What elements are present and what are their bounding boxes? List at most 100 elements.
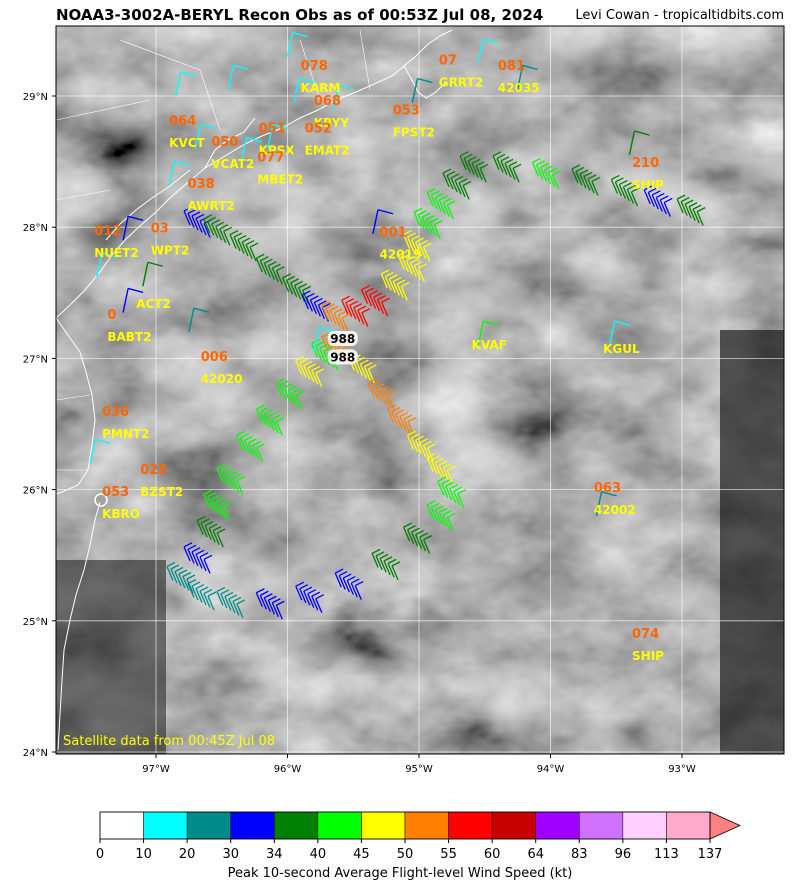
track-wind-barb (392, 281, 400, 296)
track-wind-barb-flag (333, 308, 343, 314)
station-value: 210 (632, 156, 659, 171)
track-wind-barb-flag (643, 185, 653, 191)
track-wind-barb-flag (431, 455, 440, 461)
track-wind-barb (186, 578, 194, 594)
track-wind-barb (215, 226, 223, 241)
station-id: KPSX (259, 144, 296, 158)
track-wind-barb-flag (322, 302, 331, 308)
station-wind-barb (477, 321, 484, 346)
track-wind-barb-flag (441, 479, 451, 485)
track-wind-barb (403, 234, 411, 249)
track-wind-barb (207, 595, 215, 611)
track-wind-barb (329, 310, 337, 325)
track-wind-barb-flag (195, 213, 205, 220)
track-wind-barb-flag (439, 507, 448, 513)
track-wind-barb-flag (245, 239, 255, 246)
track-wind-barb-flag (410, 258, 419, 264)
track-wind-barb-flag (268, 411, 277, 418)
track-wind-barb (479, 168, 487, 183)
station-id: KBYY (314, 116, 349, 130)
station-id: BZST2 (140, 485, 183, 499)
track-wind-barb-flag (356, 356, 365, 363)
track-wind-barb-flag (544, 165, 553, 171)
track-wind-barb-flag (249, 242, 259, 248)
track-wind-barb-flag (611, 174, 620, 181)
track-wind-barb (438, 512, 446, 527)
station-wind-barb-flag (272, 123, 288, 130)
track-wind-barb-flag (413, 207, 423, 213)
colorbar-tick-label: 83 (571, 847, 588, 862)
barrier-island (105, 169, 191, 241)
track-wind-barb (457, 493, 465, 508)
track-wind-barb (166, 566, 174, 581)
track-wind-barb (610, 179, 618, 194)
track-wind-barb-flag (684, 199, 694, 205)
track-wind-barb (388, 278, 396, 294)
track-wind-barb-flag (437, 476, 447, 482)
station-id: ACT2 (136, 297, 171, 311)
colorbar-swatch (622, 811, 667, 840)
track-wind-barb-flag (315, 341, 324, 347)
track-wind-barb (301, 294, 309, 310)
station-id: WPT2 (151, 243, 190, 257)
track-wind-barb-flag (219, 224, 229, 230)
track-wind-barb (411, 239, 419, 254)
track-wind-barb-flag (508, 161, 518, 167)
track-wind-barb-flag (647, 187, 657, 194)
track-wind-barb (295, 395, 303, 410)
colorbar-tick-label: 10 (135, 847, 152, 862)
track-wind-barb-flag (659, 195, 669, 201)
station-value: 064 (169, 114, 196, 129)
track-wind-barb (401, 257, 409, 273)
track-wind-barb-flag (264, 258, 273, 264)
track-wind-barb (391, 565, 399, 581)
track-wind-barb (453, 490, 461, 506)
track-wind-barb (237, 239, 245, 254)
track-wind-barb (199, 220, 207, 236)
track-wind-barb (263, 597, 271, 612)
track-wind-barb (395, 413, 403, 429)
track-wind-barb (307, 593, 315, 608)
track-wind-barb-flag (457, 489, 467, 495)
track-wind-barb-flag (282, 273, 291, 279)
track-wind-barb (187, 213, 195, 228)
track-wind-barb-flag (203, 588, 213, 595)
track-wind-barb-flag (467, 156, 477, 162)
track-wind-barb (415, 534, 423, 549)
track-wind-barb-flag (449, 484, 459, 490)
track-wind-barb-flag (212, 525, 222, 532)
track-wind-barb (423, 539, 431, 554)
station-id: KARM (301, 81, 341, 95)
track-wind-barb (224, 596, 232, 611)
track-wind-barb-flag (443, 463, 452, 469)
colorbar-swatch (448, 811, 493, 840)
track-wind-barb-flag (187, 208, 197, 215)
track-wind-barb (204, 525, 212, 540)
track-wind-barb (263, 262, 271, 278)
station-wind-barb-flag (127, 215, 144, 221)
track-wind-barb (337, 315, 345, 330)
track-wind-barb-flag (224, 468, 234, 474)
track-wind-barb (647, 192, 655, 207)
station-id: EMAT2 (305, 144, 350, 158)
track-wind-barb (294, 285, 302, 300)
track-wind-barb (203, 223, 211, 238)
track-wind-barb (396, 283, 404, 299)
track-wind-barb-flag (369, 290, 378, 296)
station-id: 42035 (498, 81, 540, 95)
track-wind-barb-flag (187, 544, 197, 550)
station-value: 036 (102, 405, 129, 420)
track-wind-barb-flag (619, 179, 628, 186)
station-wind-barb (188, 308, 195, 333)
track-wind-barb (299, 362, 307, 378)
track-wind-barb-flag (279, 380, 289, 386)
track-wind-barb (403, 418, 411, 434)
track-wind-barb (245, 244, 253, 259)
track-wind-barb-flag (354, 580, 364, 587)
track-wind-barb (271, 418, 279, 434)
track-wind-barb (417, 267, 425, 283)
track-wind-barb-flag (220, 589, 230, 595)
track-wind-barb-flag (463, 153, 473, 159)
station-wind-barb (608, 321, 616, 346)
station-value: 053 (393, 103, 420, 118)
